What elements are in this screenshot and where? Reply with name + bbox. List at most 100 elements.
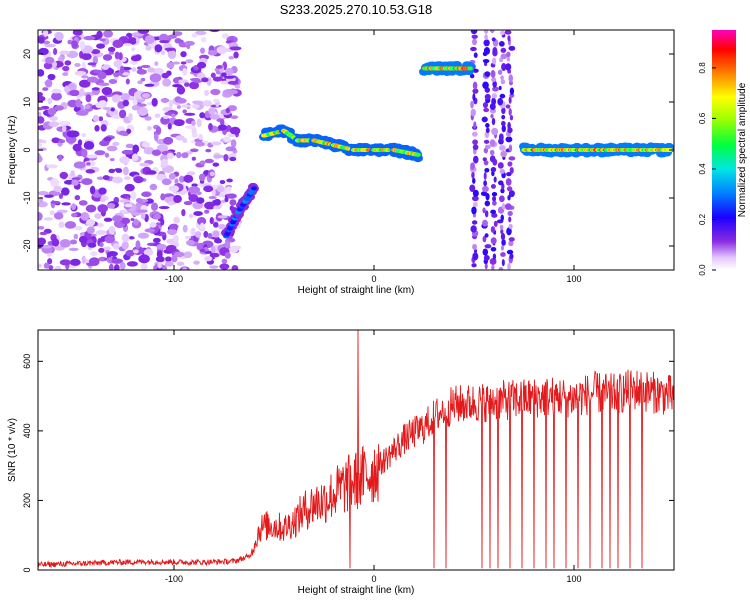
streak-blob [508,45,516,51]
noise-blob [229,46,242,51]
noise-blob [176,85,186,95]
streak-blob [490,184,496,189]
noise-blob [46,164,58,169]
noise-blob [88,257,100,266]
noise-blob [199,160,206,166]
streak-blob [483,160,489,166]
noise-blob [119,199,130,203]
noise-blob [201,77,209,83]
noise-blob [112,39,124,49]
noise-blob [168,185,180,192]
noise-blob [80,212,90,221]
streak-blob [505,104,511,109]
noise-blob [191,100,204,105]
noise-blob [178,79,189,84]
snr-x-ticks: -100 0 100 [165,330,582,584]
streak-blob [492,80,497,88]
noise-blob [94,213,102,219]
colorbar: 0.0 0.2 0.4 0.6 0.8 Normalized spectral ampl… [698,30,748,276]
noise-blob [221,258,228,264]
noise-blob [180,61,187,65]
noise-blob [160,50,166,55]
noise-blob [87,242,97,248]
noise-blob [154,44,163,53]
noise-blob [43,40,51,45]
noise-blob [226,89,239,95]
noise-blob [182,109,187,114]
noise-blob [119,109,127,119]
noise-blob [231,265,239,270]
noise-blob [39,197,44,204]
noise-blob [38,107,45,111]
noise-blob [233,51,239,59]
noise-blob [100,124,107,132]
noise-blob [154,113,161,118]
streak-blob [508,156,516,161]
noise-blob [38,36,45,44]
noise-blob [230,139,237,148]
noise-blob [229,156,237,162]
noise-blob [218,223,227,230]
noise-blob [59,50,71,55]
noise-blob [54,105,64,111]
streak-blob [484,71,491,77]
streak-blob [472,93,476,101]
noise-blob [183,200,193,206]
noise-blob [173,234,179,243]
noise-blob [102,175,110,181]
noise-blob [47,258,53,265]
noise-blob [81,148,88,158]
noise-blob [224,252,231,259]
noise-blob [188,194,199,203]
noise-blob [140,77,146,82]
noise-blob [98,247,105,253]
noise-blob [120,209,128,214]
noise-blob [213,98,219,104]
noise-blob [61,202,71,206]
noise-blob [128,37,137,42]
noise-blob [223,75,235,79]
noise-blob [210,141,222,146]
noise-blob [43,262,50,269]
noise-blob [209,265,219,269]
streak-blob [504,203,512,210]
central-trace-core [415,152,421,157]
streak-blob [507,210,513,217]
noise-blob [153,213,161,220]
streak-blob [491,57,497,65]
noise-blob [135,240,141,250]
noise-blob [44,56,55,64]
streak-blob [501,107,506,115]
noise-blob [111,94,121,103]
noise-blob [38,69,45,77]
snr-panel: -100 0 100 0 200 400 600 Height of straight l… [7,329,675,596]
noise-blob [136,209,148,213]
noise-blob [38,237,47,246]
noise-blob [204,209,210,214]
noise-blob [53,212,64,220]
noise-blob [71,179,79,186]
streak-blob [473,52,478,58]
noise-blob [184,235,191,240]
noise-blob [81,133,87,138]
noise-blob [47,73,56,81]
noise-blob [49,210,55,216]
noise-blob [167,122,172,130]
noise-blob [51,88,62,94]
streak-blob [507,35,511,42]
noise-blob [62,72,69,77]
streak-blob [491,77,497,83]
noise-blob [216,186,225,193]
noise-blob [102,54,113,61]
noise-blob [164,261,174,267]
noise-blob [38,116,45,124]
streak-blob [497,69,503,75]
noise-blob [58,193,64,199]
noise-blob [69,258,81,266]
noise-blob [95,229,107,235]
noise-blob [171,254,178,263]
noise-blob [160,193,166,201]
noise-blob [139,162,150,167]
streak-blob [470,225,477,233]
noise-blob [229,205,235,211]
